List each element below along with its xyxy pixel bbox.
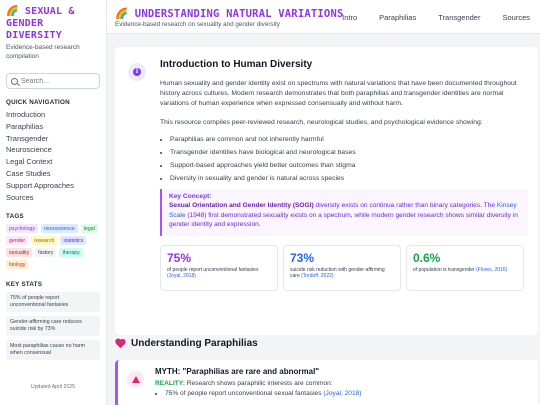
- intro-paragraph-1: Human sexuality and gender identity exis…: [160, 80, 517, 107]
- stat-description-text: of population is transgender: [413, 266, 477, 273]
- intro-card: i Introduction to Human Diversity Human …: [115, 47, 538, 335]
- bullet-text: 75% of people report unconventional sexu…: [165, 390, 324, 397]
- sidebar-nav-item[interactable]: Introduction: [6, 110, 46, 119]
- intro-bullet-list: Paraphilias are common and not inherentl…: [160, 133, 524, 185]
- key-stat: Most paraphilias cause no harm when cons…: [6, 340, 100, 361]
- citation-link[interactable]: (Joyal, 2018): [323, 390, 362, 397]
- quick-nav-list: Introduction Paraphilias Transgender Neuros…: [6, 109, 100, 203]
- stat-number: 0.6%: [413, 250, 441, 265]
- reality-body: Research shows paraphilic interests are …: [184, 380, 333, 387]
- intro-paragraph-2: This resource compiles peer-reviewed res…: [160, 119, 483, 126]
- key-stat: 75% of people report unconventional fant…: [6, 292, 100, 313]
- tag[interactable]: therapy: [59, 248, 83, 258]
- reality-text: REALITY: Research shows paraphilic inter…: [155, 380, 528, 387]
- stat-description: of people report unconventional fantasie…: [167, 267, 271, 280]
- sidebar-nav-item[interactable]: Support Approaches: [6, 180, 74, 190]
- key-concept-label: Key Concept:: [169, 193, 212, 200]
- header-nav-link[interactable]: Intro: [342, 13, 358, 22]
- key-stat: Gender-affirming care reduces suicide ri…: [6, 316, 100, 337]
- key-stats-heading: KEY STATS: [6, 281, 43, 289]
- stat-number: 73%: [290, 250, 315, 265]
- search-box[interactable]: [6, 73, 101, 89]
- concept-text-1: diversity exists on continua rather than…: [313, 202, 497, 209]
- tag[interactable]: psychology: [6, 224, 38, 234]
- main-content: i Introduction to Human Diversity Human …: [107, 34, 540, 405]
- tag[interactable]: biology: [6, 260, 29, 270]
- page-title: 🌈 UNDERSTANDING NATURAL VARIATIONS: [115, 8, 344, 20]
- header-nav-link[interactable]: Transgender: [438, 13, 481, 22]
- search-icon: [11, 77, 18, 85]
- tag[interactable]: research: [31, 236, 58, 246]
- stat-card: 0.6% of population is transgender (Flores…: [406, 244, 524, 291]
- top-header: 🌈 UNDERSTANDING NATURAL VARIATIONS Evide…: [107, 0, 540, 34]
- search-input[interactable]: [21, 77, 101, 85]
- header-nav-link[interactable]: Paraphilias: [379, 13, 417, 22]
- stat-number: 75%: [167, 250, 192, 265]
- page-subtitle: Evidence-based research on sexuality and…: [115, 21, 280, 28]
- tag[interactable]: gender: [6, 236, 29, 246]
- list-item: Support-based approaches yield better ou…: [170, 159, 524, 172]
- stat-card: 73% suicide risk reduction with gender-af…: [283, 244, 401, 291]
- heart-icon: [115, 339, 125, 348]
- intro-title: Introduction to Human Diversity: [160, 59, 313, 70]
- myth-bullet-list: 75% of people report unconventional sexu…: [155, 390, 528, 397]
- myth-card: MYTH: "Paraphilias are rare and abnormal…: [115, 360, 538, 405]
- header-nav: Intro Paraphilias Transgender Sources: [342, 13, 530, 22]
- warning-icon: [127, 371, 144, 388]
- kinsey-scale-link[interactable]: Kinsey Scale: [169, 202, 517, 219]
- citation-link[interactable]: (Joyal, 2018): [167, 273, 196, 279]
- info-icon: i: [128, 63, 146, 81]
- reality-label: REALITY:: [155, 380, 185, 387]
- list-item: Diversity in sexuality and gender is nat…: [170, 172, 524, 185]
- stat-cards: 75% of people report unconventional fanta…: [160, 244, 524, 291]
- stat-description-text: suicide risk reduction with gender-affir…: [290, 266, 385, 280]
- tag[interactable]: history: [35, 248, 57, 258]
- sidebar-nav-item[interactable]: Transgender: [6, 133, 49, 143]
- paraphilias-section-heading: Understanding Paraphilias: [115, 338, 258, 349]
- tag[interactable]: neuroscience: [40, 224, 78, 234]
- tag[interactable]: legal: [80, 224, 98, 234]
- header-nav-link[interactable]: Sources: [502, 13, 530, 22]
- stat-description: suicide risk reduction with gender-affir…: [290, 267, 394, 280]
- concept-text-2: (1948) first demonstrated sexuality exis…: [169, 211, 518, 229]
- myth-title: MYTH: "Paraphilias are rare and abnormal…: [155, 367, 320, 376]
- list-item: Transgender identities have biological a…: [170, 146, 524, 159]
- brand-title[interactable]: 🌈 SEXUAL & GENDER DIVERSITY: [6, 6, 75, 41]
- stat-description-text: of people report unconventional fantasie…: [167, 266, 259, 273]
- sidebar-nav-item[interactable]: Case Studies: [6, 168, 51, 178]
- sidebar-nav-item[interactable]: Neuroscience: [6, 145, 52, 155]
- citation-link[interactable]: (Tordoff, 2022): [301, 273, 334, 279]
- brand-subtitle: Evidence-based research compilation: [6, 44, 80, 60]
- updated-date: Updated April 2025: [30, 384, 76, 391]
- key-stats-list: 75% of people report unconventional fant…: [6, 292, 100, 361]
- tag-list: psychology neuroscience legal gender researc…: [6, 224, 101, 270]
- tags-heading: TAGS: [6, 213, 24, 221]
- tag[interactable]: statistics: [60, 236, 87, 246]
- stat-card: 75% of people report unconventional fanta…: [160, 244, 278, 291]
- list-item: 75% of people report unconventional sexu…: [165, 390, 528, 397]
- citation-link[interactable]: (Flores, 2016): [476, 266, 508, 273]
- sidebar-nav-item[interactable]: Sources: [6, 192, 34, 202]
- paraphilias-title: Understanding Paraphilias: [131, 338, 258, 349]
- sogi-term: Sexual Orientation and Gender Identity (…: [169, 202, 314, 209]
- list-item: Paraphilias are common and not inherentl…: [170, 133, 524, 146]
- stat-description: of population is transgender (Flores, 20…: [413, 267, 517, 274]
- tag[interactable]: sexuality: [6, 248, 33, 258]
- quick-nav-heading: QUICK NAVIGATION: [6, 99, 70, 106]
- key-concept-box: Key Concept: Sexual Orientation and Gend…: [160, 189, 528, 236]
- key-concept-text: Sexual Orientation and Gender Identity (…: [169, 201, 521, 230]
- sidebar-nav-item[interactable]: Legal Context: [6, 157, 53, 167]
- sidebar-nav-item[interactable]: Paraphilias: [6, 121, 44, 131]
- sidebar: 🌈 SEXUAL & GENDER DIVERSITY Evidence-bas…: [0, 0, 107, 405]
